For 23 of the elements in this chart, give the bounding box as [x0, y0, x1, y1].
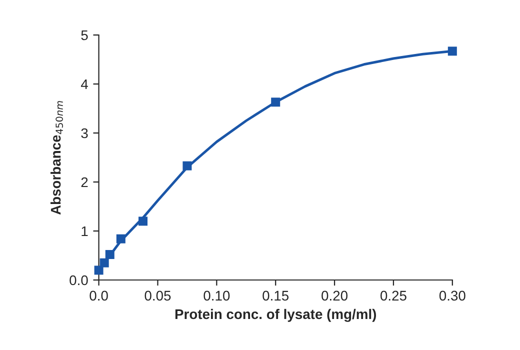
- y-axis-title: Absorbance$_{450nm}$: [50, 101, 63, 215]
- point: [271, 98, 280, 107]
- point: [116, 234, 126, 244]
- x-tick-label: 0.15: [262, 290, 289, 301]
- point: [448, 46, 457, 56]
- point: [138, 216, 148, 226]
- point: [100, 258, 109, 268]
- y-tick-label: 3: [81, 128, 88, 138]
- x-axis-title: Protein conc. of lysate (mg/ml): [175, 308, 376, 322]
- x-tick-label: 0.0: [90, 290, 108, 301]
- x-tick-label: 0.30: [439, 290, 466, 301]
- point: [94, 266, 104, 275]
- x-tick-label: 0.25: [380, 290, 406, 301]
- y-tick-label: 2: [81, 177, 88, 188]
- point: [105, 250, 114, 260]
- y-tick-label: 5: [81, 30, 88, 40]
- y-tick-label: 4: [80, 79, 88, 90]
- y-tick-label: 1: [82, 226, 88, 236]
- y-tick-label: 0.0: [70, 275, 88, 286]
- x-tick-label: 0.10: [204, 290, 230, 301]
- x-tick-label: 0.20: [322, 290, 348, 301]
- x-tick-label: 0.05: [144, 290, 171, 301]
- point: [182, 161, 192, 170]
